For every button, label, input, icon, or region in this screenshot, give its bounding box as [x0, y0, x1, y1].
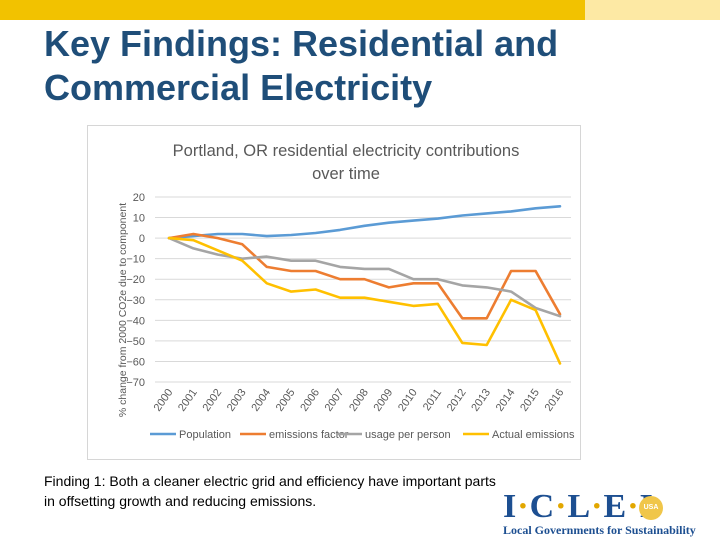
legend-label: usage per person: [365, 429, 451, 441]
x-tick-label: 2000: [152, 387, 176, 414]
top-accent-bar-light: [585, 0, 720, 20]
y-tick-label: −60: [126, 356, 145, 368]
legend: Population emissions factor usage per pers…: [150, 429, 575, 441]
x-tick-label: 2009: [372, 387, 396, 414]
y-axis-label: % change from 2000 CO2e due to component: [117, 203, 129, 417]
x-tick-label: 2004: [249, 387, 273, 414]
slide-title: Key Findings: Residential and Commercial…: [44, 22, 684, 110]
line-chart: Portland, OR residential electricity con…: [117, 142, 575, 441]
legend-label: Actual emissions: [492, 429, 575, 441]
x-tick-label: 2001: [176, 387, 200, 414]
y-tick-label: 10: [133, 213, 145, 225]
x-tick-label: 2008: [347, 387, 371, 414]
top-accent-bar: [0, 0, 585, 20]
series-line-population: [167, 205, 562, 240]
legend-label: emissions factor: [269, 429, 349, 441]
x-tick-label: 2003: [225, 387, 249, 414]
series-lines: [167, 205, 562, 365]
logo-tagline: Local Governments for Sustainability: [503, 523, 696, 537]
chart-frame: Portland, OR residential electricity con…: [87, 125, 581, 460]
chart-title-line1: Portland, OR residential electricity con…: [173, 142, 520, 160]
y-tick-label: −70: [126, 377, 145, 389]
y-tick-label: −20: [126, 274, 145, 286]
x-tick-label: 2013: [469, 387, 493, 414]
logo-usa-badge: USA: [639, 496, 663, 520]
y-tick-label: −50: [126, 336, 145, 348]
x-tick-label: 2010: [396, 387, 420, 414]
finding-text: Finding 1: Both a cleaner electric grid …: [44, 473, 496, 509]
x-tick-label: 2015: [518, 387, 542, 414]
iclei-logo: I·C·L·E·I USA Local Governments for Sust…: [503, 488, 715, 538]
series-line-emissions-factor: [167, 232, 562, 320]
x-tick-label: 2006: [298, 387, 322, 414]
slide-title-line2: Commercial Electricity: [44, 67, 433, 108]
x-tick-label: 2005: [274, 387, 298, 414]
y-tick-label: −10: [126, 254, 145, 266]
x-tick-label: 2014: [494, 387, 518, 414]
logo-wordmark: I·C·L·E·I: [503, 488, 653, 525]
slide-title-line1: Key Findings: Residential and: [44, 23, 559, 64]
y-tick-label: 20: [133, 192, 145, 204]
x-tick-label: 2016: [543, 387, 567, 414]
legend-label: Population: [179, 429, 231, 441]
y-tick-label: 0: [139, 233, 145, 245]
x-tick-label: 2002: [200, 387, 224, 414]
series-line-usage-per-person: [167, 236, 562, 318]
series-line-actual-emissions: [167, 236, 562, 365]
y-tick-label: −30: [126, 295, 145, 307]
y-tick-labels: 20 10 0 −10 −20 −30 −40 −50 −60 −70: [126, 192, 145, 389]
x-tick-label: 2012: [445, 387, 469, 414]
y-tick-label: −40: [126, 315, 145, 327]
x-tick-label: 2011: [421, 387, 444, 413]
x-tick-labels: 2000 2001 2002 2003 2004 2005 2006 2007 2008 2009…: [152, 387, 567, 414]
chart-title-line2: over time: [312, 165, 380, 183]
x-tick-label: 2007: [323, 387, 347, 414]
